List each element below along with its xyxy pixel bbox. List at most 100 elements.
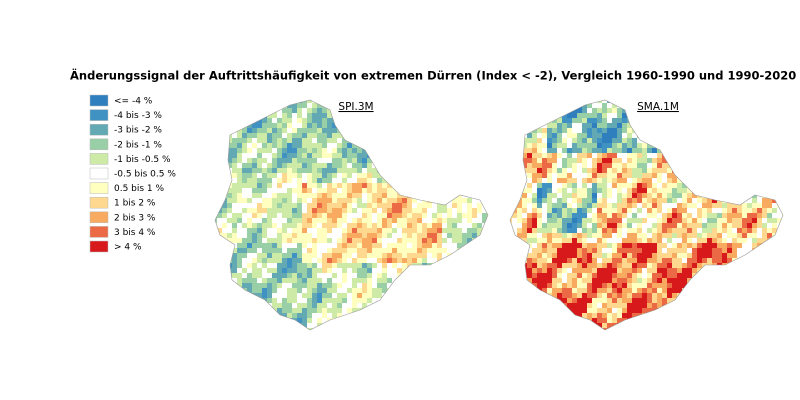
map-cell — [377, 248, 382, 253]
map-cell — [277, 133, 282, 138]
map-cell — [477, 218, 482, 223]
map-cell — [237, 123, 242, 128]
map-cell — [252, 223, 257, 228]
map-cell — [272, 333, 277, 338]
map-cell — [527, 163, 532, 168]
map-cell — [707, 223, 712, 228]
map-cell — [547, 188, 552, 193]
map-cell — [337, 203, 342, 208]
map-cell — [237, 328, 242, 330]
map-cell — [682, 278, 687, 283]
map-cell — [457, 123, 462, 128]
map-cell — [477, 303, 482, 308]
map-cell — [577, 323, 582, 328]
map-cell — [487, 283, 488, 288]
map-cell — [357, 193, 362, 198]
map-cell — [227, 333, 232, 338]
map-cell — [727, 318, 732, 323]
map-cell — [437, 213, 442, 218]
map-cell — [602, 258, 607, 263]
map-cell — [627, 168, 632, 173]
map-cell — [442, 263, 447, 268]
map-cell — [582, 198, 587, 203]
map-cell — [567, 213, 572, 218]
map-cell — [712, 133, 717, 138]
map-cell — [247, 243, 252, 248]
map-cell — [272, 283, 277, 288]
map-cell — [462, 138, 467, 143]
map-cell — [632, 148, 637, 153]
map-cell — [442, 283, 447, 288]
map-cell — [377, 258, 382, 263]
map-cell — [432, 193, 437, 198]
map-cell — [597, 243, 602, 248]
map-cell — [267, 308, 272, 313]
map-cell — [707, 258, 712, 263]
map-cell — [527, 128, 532, 133]
map-cell — [247, 263, 252, 268]
map-cell — [287, 173, 292, 178]
map-cell — [692, 313, 697, 318]
map-cell — [717, 208, 722, 213]
map-cell — [397, 308, 402, 313]
map-cell — [382, 313, 387, 318]
map-cell — [447, 288, 452, 293]
map-cell — [662, 248, 667, 253]
map-cell — [277, 233, 282, 238]
map-cell — [302, 288, 307, 293]
map-cell — [642, 133, 647, 138]
map-cell — [612, 218, 617, 223]
map-cell — [522, 218, 527, 223]
map-cell — [567, 268, 572, 273]
map-cell — [627, 238, 632, 243]
map-cell — [712, 113, 717, 118]
map-cell — [577, 143, 582, 148]
map-cell — [557, 273, 562, 278]
map-cell — [697, 228, 702, 233]
map-cell — [352, 283, 357, 288]
map-cell — [647, 233, 652, 238]
map-cell — [457, 328, 462, 330]
map-cell — [647, 298, 652, 303]
map-cell — [262, 323, 267, 328]
map-cell — [437, 248, 442, 253]
map-cell — [532, 323, 537, 328]
map-cell — [342, 193, 347, 198]
map-cell — [587, 163, 592, 168]
map-cell — [377, 133, 382, 138]
map-cell — [267, 193, 272, 198]
map-cell — [437, 253, 442, 258]
map-cell — [252, 253, 257, 258]
map-cell — [532, 183, 537, 188]
map-cell — [552, 303, 557, 308]
map-cell — [617, 108, 622, 113]
map-cell — [587, 298, 592, 303]
map-cell — [682, 238, 687, 243]
map-cell — [287, 268, 292, 273]
map-cell — [215, 123, 217, 128]
map-cell — [482, 243, 487, 248]
map-cell — [577, 268, 582, 273]
map-cell — [347, 143, 352, 148]
map-cell — [452, 208, 457, 213]
map-cell — [692, 298, 697, 303]
map-cell — [592, 158, 597, 163]
map-cell — [402, 158, 407, 163]
map-cell — [682, 213, 687, 218]
map-cell — [392, 323, 397, 328]
map-spi — [215, 100, 488, 338]
map-cell — [547, 178, 552, 183]
map-cell — [467, 188, 472, 193]
legend-swatch — [89, 226, 109, 238]
map-cell — [697, 118, 702, 123]
map-cell — [462, 198, 467, 203]
map-cell — [272, 223, 277, 228]
map-cell — [662, 193, 667, 198]
map-cell — [617, 208, 622, 213]
map-cell — [527, 228, 532, 233]
map-cell — [717, 123, 722, 128]
map-cell — [367, 248, 372, 253]
map-cell — [232, 223, 237, 228]
map-cell — [532, 278, 537, 283]
map-cell — [712, 328, 717, 330]
